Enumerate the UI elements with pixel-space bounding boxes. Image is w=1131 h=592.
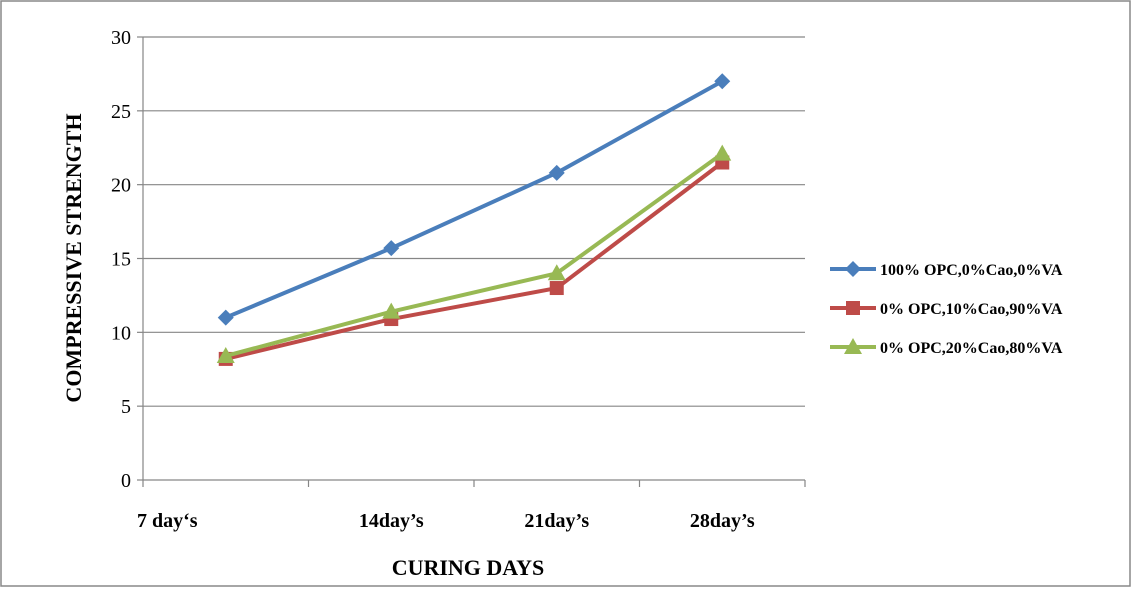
legend-item: 100% OPC,0%Cao,0%VA [830,261,1063,279]
series-1 [217,73,731,326]
legend: 100% OPC,0%Cao,0%VA 0% OPC,10%Cao,90%VA 0%… [830,261,1063,357]
data-point-marker [846,301,860,315]
data-point-marker [713,144,732,161]
y-tick-label: 30 [111,27,131,49]
legend-item: 0% OPC,20%Cao,80%VA [830,338,1063,357]
y-tick-label: 25 [111,101,131,123]
legend-label: 0% OPC,20%Cao,80%VA [880,340,1063,357]
y-tick-label: 5 [121,396,131,418]
data-point-marker [714,73,731,90]
x-tick-label: 7 day‘s [137,510,198,532]
data-point-marker [216,346,235,363]
series-layer [216,73,732,366]
x-tick-label: 28day’s [690,510,755,532]
x-tick-label: 21day’s [524,510,589,532]
y-tick-label: 20 [111,175,131,197]
data-point-marker [844,338,862,354]
grid-layer [143,36,805,407]
x-axis-title: CURING DAYS [392,555,545,580]
series-3 [216,144,732,363]
data-point-marker [549,281,564,296]
data-point-marker [382,302,401,319]
legend-label: 0% OPC,10%Cao,90%VA [880,301,1063,318]
legend-label: 100% OPC,0%Cao,0%VA [880,262,1063,279]
data-point-marker [383,240,400,257]
y-tick-label: 10 [111,322,131,344]
data-point-marker [217,309,234,326]
axis-layer: 0 5 10 15 20 25 30 7 day‘s 14day’s 21day’s 28day’s [111,27,806,532]
y-axis-title: COMPRESSIVE STRENGTH [61,113,86,402]
y-tick-label: 0 [121,470,131,492]
data-point-marker [548,164,565,181]
data-point-marker [547,264,566,281]
y-tick-label: 15 [111,249,131,271]
data-point-marker [845,261,861,277]
series-line [225,152,724,358]
legend-item: 0% OPC,10%Cao,90%VA [830,301,1063,318]
series-line [224,79,724,320]
series-line [225,160,724,361]
x-tick-label: 14day’s [359,510,424,532]
